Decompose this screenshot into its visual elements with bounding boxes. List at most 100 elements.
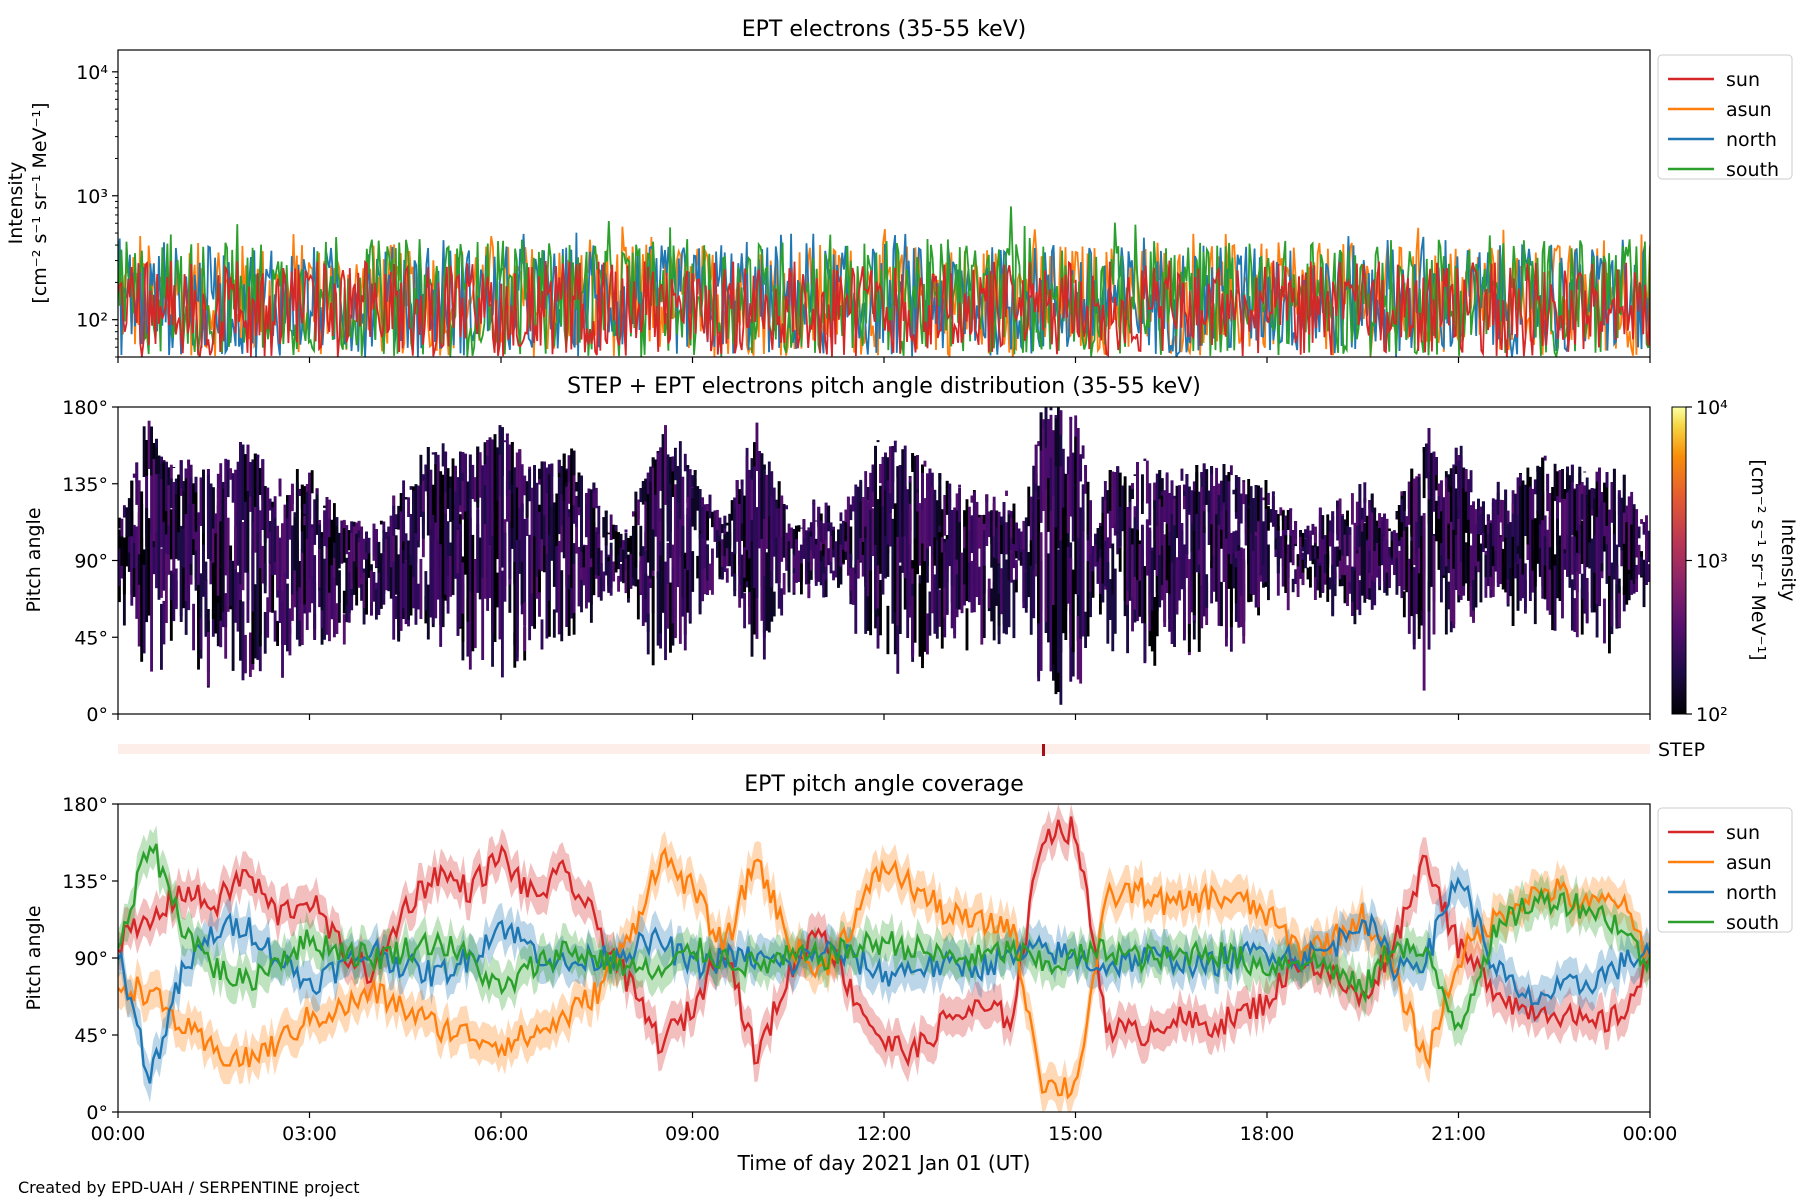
heatmap-cell	[1585, 477, 1589, 501]
heatmap-cell	[1395, 511, 1399, 520]
heatmap-cell	[1313, 546, 1317, 559]
heatmap-cell	[795, 525, 798, 542]
heatmap-cell	[1548, 547, 1552, 570]
heatmap-cell	[256, 454, 260, 533]
heatmap-cell	[609, 550, 613, 588]
heatmap-cell	[965, 608, 969, 651]
heatmap-cell	[933, 489, 937, 546]
heatmap-cell	[1541, 498, 1545, 577]
heatmap-cell	[743, 504, 747, 577]
heatmap-cell	[244, 483, 247, 573]
heatmap-cell	[414, 484, 418, 544]
legend-box	[1657, 807, 1793, 933]
heatmap-cell	[631, 525, 635, 578]
heatmap-cell	[644, 478, 648, 502]
heatmap-cell	[1462, 488, 1466, 586]
heatmap-cell	[197, 531, 200, 614]
heatmap-cell	[970, 577, 974, 603]
panel3-plot-area	[118, 804, 1650, 1112]
heatmap-cell	[278, 537, 282, 623]
heatmap-cell	[1328, 577, 1332, 590]
heatmap-cell	[298, 561, 302, 588]
heatmap-cell	[1311, 523, 1315, 535]
heatmap-cell	[1150, 550, 1154, 618]
heatmap-cell	[671, 456, 675, 472]
heatmap-cell	[1422, 557, 1426, 691]
heatmap-cell	[1128, 527, 1132, 601]
heatmap-cell	[762, 464, 766, 470]
heatmap-cell	[1160, 478, 1164, 533]
heatmap-cell	[592, 482, 596, 491]
heatmap-cell	[1593, 535, 1597, 573]
heatmap-cell	[1042, 419, 1046, 511]
heatmap-cell	[1605, 472, 1609, 526]
heatmap-cell	[1583, 471, 1587, 473]
heatmap-cell	[1029, 544, 1033, 635]
heatmap-cell	[612, 561, 616, 582]
heatmap-cell	[935, 500, 939, 568]
heatmap-cell	[1257, 485, 1260, 563]
heatmap-cell	[570, 448, 574, 513]
heatmap-cell	[570, 493, 574, 589]
heatmap-cell	[1573, 488, 1577, 490]
heatmap-cell	[1054, 415, 1058, 484]
heatmap-cell	[1136, 580, 1139, 622]
heatmap-cell	[194, 476, 198, 493]
heatmap-cell	[266, 487, 270, 539]
heatmap-cell	[1494, 528, 1498, 552]
heatmap-cell	[557, 459, 561, 535]
heatmap-cell	[560, 570, 564, 642]
step-label: STEP	[1658, 739, 1705, 761]
heatmap-cell	[496, 500, 499, 560]
heatmap-cell	[399, 548, 403, 631]
heatmap-cell	[1264, 480, 1268, 520]
heatmap-cell	[970, 515, 974, 554]
heatmap-cell	[461, 562, 465, 614]
heatmap-cell	[167, 467, 171, 486]
heatmap-cell	[609, 514, 613, 541]
heatmap-cell	[804, 530, 808, 548]
heatmap-cell	[241, 522, 245, 591]
legend-label-north: north	[1726, 882, 1777, 904]
heatmap-cell	[1217, 495, 1221, 545]
heatmap-cell	[530, 501, 534, 594]
heatmap-cell	[1622, 586, 1626, 612]
heatmap-cell	[829, 536, 833, 562]
heatmap-cell	[1056, 549, 1060, 673]
heatmap-cell	[809, 536, 813, 558]
heatmap-cell	[1333, 570, 1337, 585]
heatmap-cell	[799, 563, 803, 595]
heatmap-cell	[1049, 414, 1053, 482]
heatmap-cell	[604, 510, 608, 546]
heatmap-cell	[466, 481, 470, 529]
heatmap-cell	[1076, 537, 1080, 596]
heatmap-cell	[688, 515, 692, 622]
heatmap-cell	[1637, 526, 1641, 539]
heatmap-cell	[686, 465, 690, 503]
heatmap-cell	[273, 610, 277, 642]
heatmap-cell	[182, 528, 186, 609]
heatmap-cell	[1467, 519, 1471, 570]
heatmap-cell	[1242, 480, 1246, 482]
heatmap-cell	[1017, 528, 1021, 531]
panel1-ylabel-line2: [cm⁻² s⁻¹ sr⁻¹ MeV⁻¹]	[29, 102, 51, 303]
heatmap-cell	[162, 509, 166, 591]
heatmap-cell	[1543, 565, 1547, 599]
heatmap-cell	[557, 459, 561, 473]
heatmap-cell	[1467, 479, 1471, 533]
heatmap-cell	[686, 508, 690, 571]
heatmap-cell	[276, 525, 280, 591]
heatmap-cell	[1459, 457, 1463, 563]
heatmap-cell	[1647, 545, 1650, 563]
heatmap-cell	[199, 618, 203, 650]
heatmap-cell	[560, 494, 564, 526]
heatmap-cell	[293, 555, 297, 608]
heatmap-cell	[404, 533, 408, 560]
heatmap-cell	[374, 541, 378, 568]
heatmap-cell	[1202, 463, 1206, 506]
heatmap-cell	[965, 499, 969, 553]
heatmap-cell	[824, 502, 828, 546]
heatmap-cell	[179, 460, 183, 489]
y-tick-label: 45°	[74, 627, 108, 649]
heatmap-cell	[908, 571, 912, 606]
